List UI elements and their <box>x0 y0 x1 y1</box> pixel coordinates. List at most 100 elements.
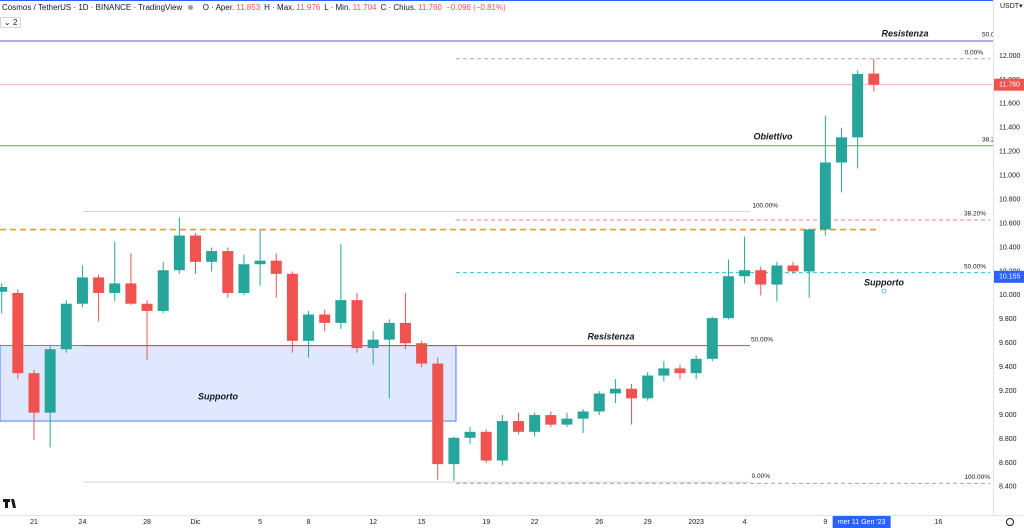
candle-body <box>286 273 298 341</box>
settings-icon <box>1006 518 1014 526</box>
logo <box>3 499 16 508</box>
candle-body <box>44 349 56 413</box>
price-badge <box>994 78 1024 91</box>
x-tick-label: 19 <box>482 519 490 526</box>
support-zone <box>0 345 457 422</box>
annotation: Resistenza <box>881 28 928 38</box>
level-label: 38.20% <box>964 211 986 218</box>
y-tick-label: 12.000 <box>999 53 1021 60</box>
x-tick-label: 16 <box>935 519 943 526</box>
ohlc-value: 11.704 <box>352 3 377 12</box>
candle-body <box>173 235 185 271</box>
change: −0.096 (−0.81%) <box>446 3 506 12</box>
y-tick-label: 8.600 <box>999 460 1017 467</box>
indicator-toggle[interactable]: ⌄ 2 <box>0 17 22 28</box>
candle-body <box>561 418 573 425</box>
x-tick-label: 8 <box>307 519 311 526</box>
x-tick-label: 4 <box>743 519 747 526</box>
crosshair-date-badge <box>832 516 891 528</box>
candle-body <box>577 411 589 419</box>
candle-body <box>480 431 492 461</box>
candle-body <box>383 322 395 340</box>
level-label: 0.00% <box>965 50 984 57</box>
candle-body <box>787 265 799 272</box>
x-tick-label: 5 <box>258 519 262 526</box>
candle-body <box>28 373 40 413</box>
candle-body <box>642 375 654 399</box>
annotation: Resistenza <box>587 331 634 341</box>
candle-body <box>513 421 524 432</box>
candle-body <box>351 300 363 349</box>
candle-body <box>658 368 670 376</box>
x-tick-label: 9 <box>823 519 827 526</box>
candle-body <box>60 303 72 350</box>
indicator-count: 2 <box>12 18 18 27</box>
candle-body <box>803 229 815 272</box>
status-dot <box>188 5 194 10</box>
candle-body <box>335 300 347 323</box>
ohlc-label: C · Chius. <box>380 3 417 12</box>
candle-body <box>254 260 266 265</box>
candle-body <box>690 358 702 374</box>
ohlc-legend: O · Aper. 11.853 H · Max. 11.976 L · Min. 11.… <box>199 3 442 12</box>
price-badge-label: 11.760 <box>999 82 1020 89</box>
price-badge-label: 10.155 <box>999 274 1021 281</box>
candle-body <box>771 265 783 285</box>
candle-body <box>141 303 153 311</box>
y-tick-label: 10.400 <box>999 244 1021 251</box>
candle-body <box>367 339 379 349</box>
candle-body <box>609 388 621 394</box>
candle-body <box>626 388 638 399</box>
level-label: 38.2 <box>982 136 995 143</box>
y-tick-label: 9.000 <box>999 412 1017 419</box>
candle-body <box>222 251 234 293</box>
candle-body <box>0 286 8 292</box>
ohlc-value: 11.853 <box>236 3 261 12</box>
zone-label: Supporto <box>198 392 238 402</box>
candle-body <box>93 277 105 293</box>
y-tick-label: 10.600 <box>999 220 1021 227</box>
time-axis <box>0 515 1024 528</box>
candle-body <box>593 393 605 412</box>
ohlc-label: H · Max. <box>264 3 295 12</box>
candle-body <box>12 292 24 374</box>
level-label: 50.0 <box>982 32 995 39</box>
y-tick-label: 10.800 <box>999 196 1021 203</box>
candle-body <box>125 283 137 304</box>
candle-body <box>76 277 88 304</box>
level-label: 50.00% <box>964 263 986 270</box>
candle-body <box>739 270 751 277</box>
currency-menu[interactable]: USDT▾ <box>1000 3 1023 10</box>
crosshair-date: mer 11 Gen '23 <box>838 519 886 526</box>
y-tick-label: 8.800 <box>999 436 1017 443</box>
y-tick-label: 9.200 <box>999 388 1017 395</box>
symbol-header: Cosmos / TetherUS · 1D · BINANCE · Tradi… <box>2 3 506 12</box>
candle-body <box>206 251 218 262</box>
candle-body <box>109 283 121 293</box>
level-label: 100.00% <box>964 474 990 481</box>
y-tick-label: 9.800 <box>999 316 1017 323</box>
candle-body <box>303 314 315 341</box>
candle-body <box>836 137 847 163</box>
candle-body <box>674 368 686 374</box>
x-tick-label: 21 <box>30 519 38 526</box>
candle-body <box>238 264 250 293</box>
x-tick-label: 15 <box>418 519 426 526</box>
level-label: 50.00% <box>751 336 773 343</box>
candle-body <box>868 73 880 85</box>
candle-body <box>157 270 169 311</box>
level-label: 100.00% <box>752 202 778 209</box>
candle-body <box>722 276 734 319</box>
candle-body <box>706 318 718 359</box>
symbol-title[interactable]: Cosmos / TetherUS · 1D · BINANCE · Tradi… <box>2 3 183 12</box>
y-tick-label: 9.400 <box>999 364 1017 371</box>
y-tick-label: 9.600 <box>999 340 1017 347</box>
y-tick-label: 11.600 <box>999 101 1020 108</box>
y-tick-label: 10.000 <box>999 292 1021 299</box>
candle-body <box>416 343 428 364</box>
x-tick-label: 24 <box>79 519 87 526</box>
x-tick-label: 22 <box>531 519 539 526</box>
x-tick-label: 26 <box>595 519 603 526</box>
candle-body <box>448 437 460 465</box>
